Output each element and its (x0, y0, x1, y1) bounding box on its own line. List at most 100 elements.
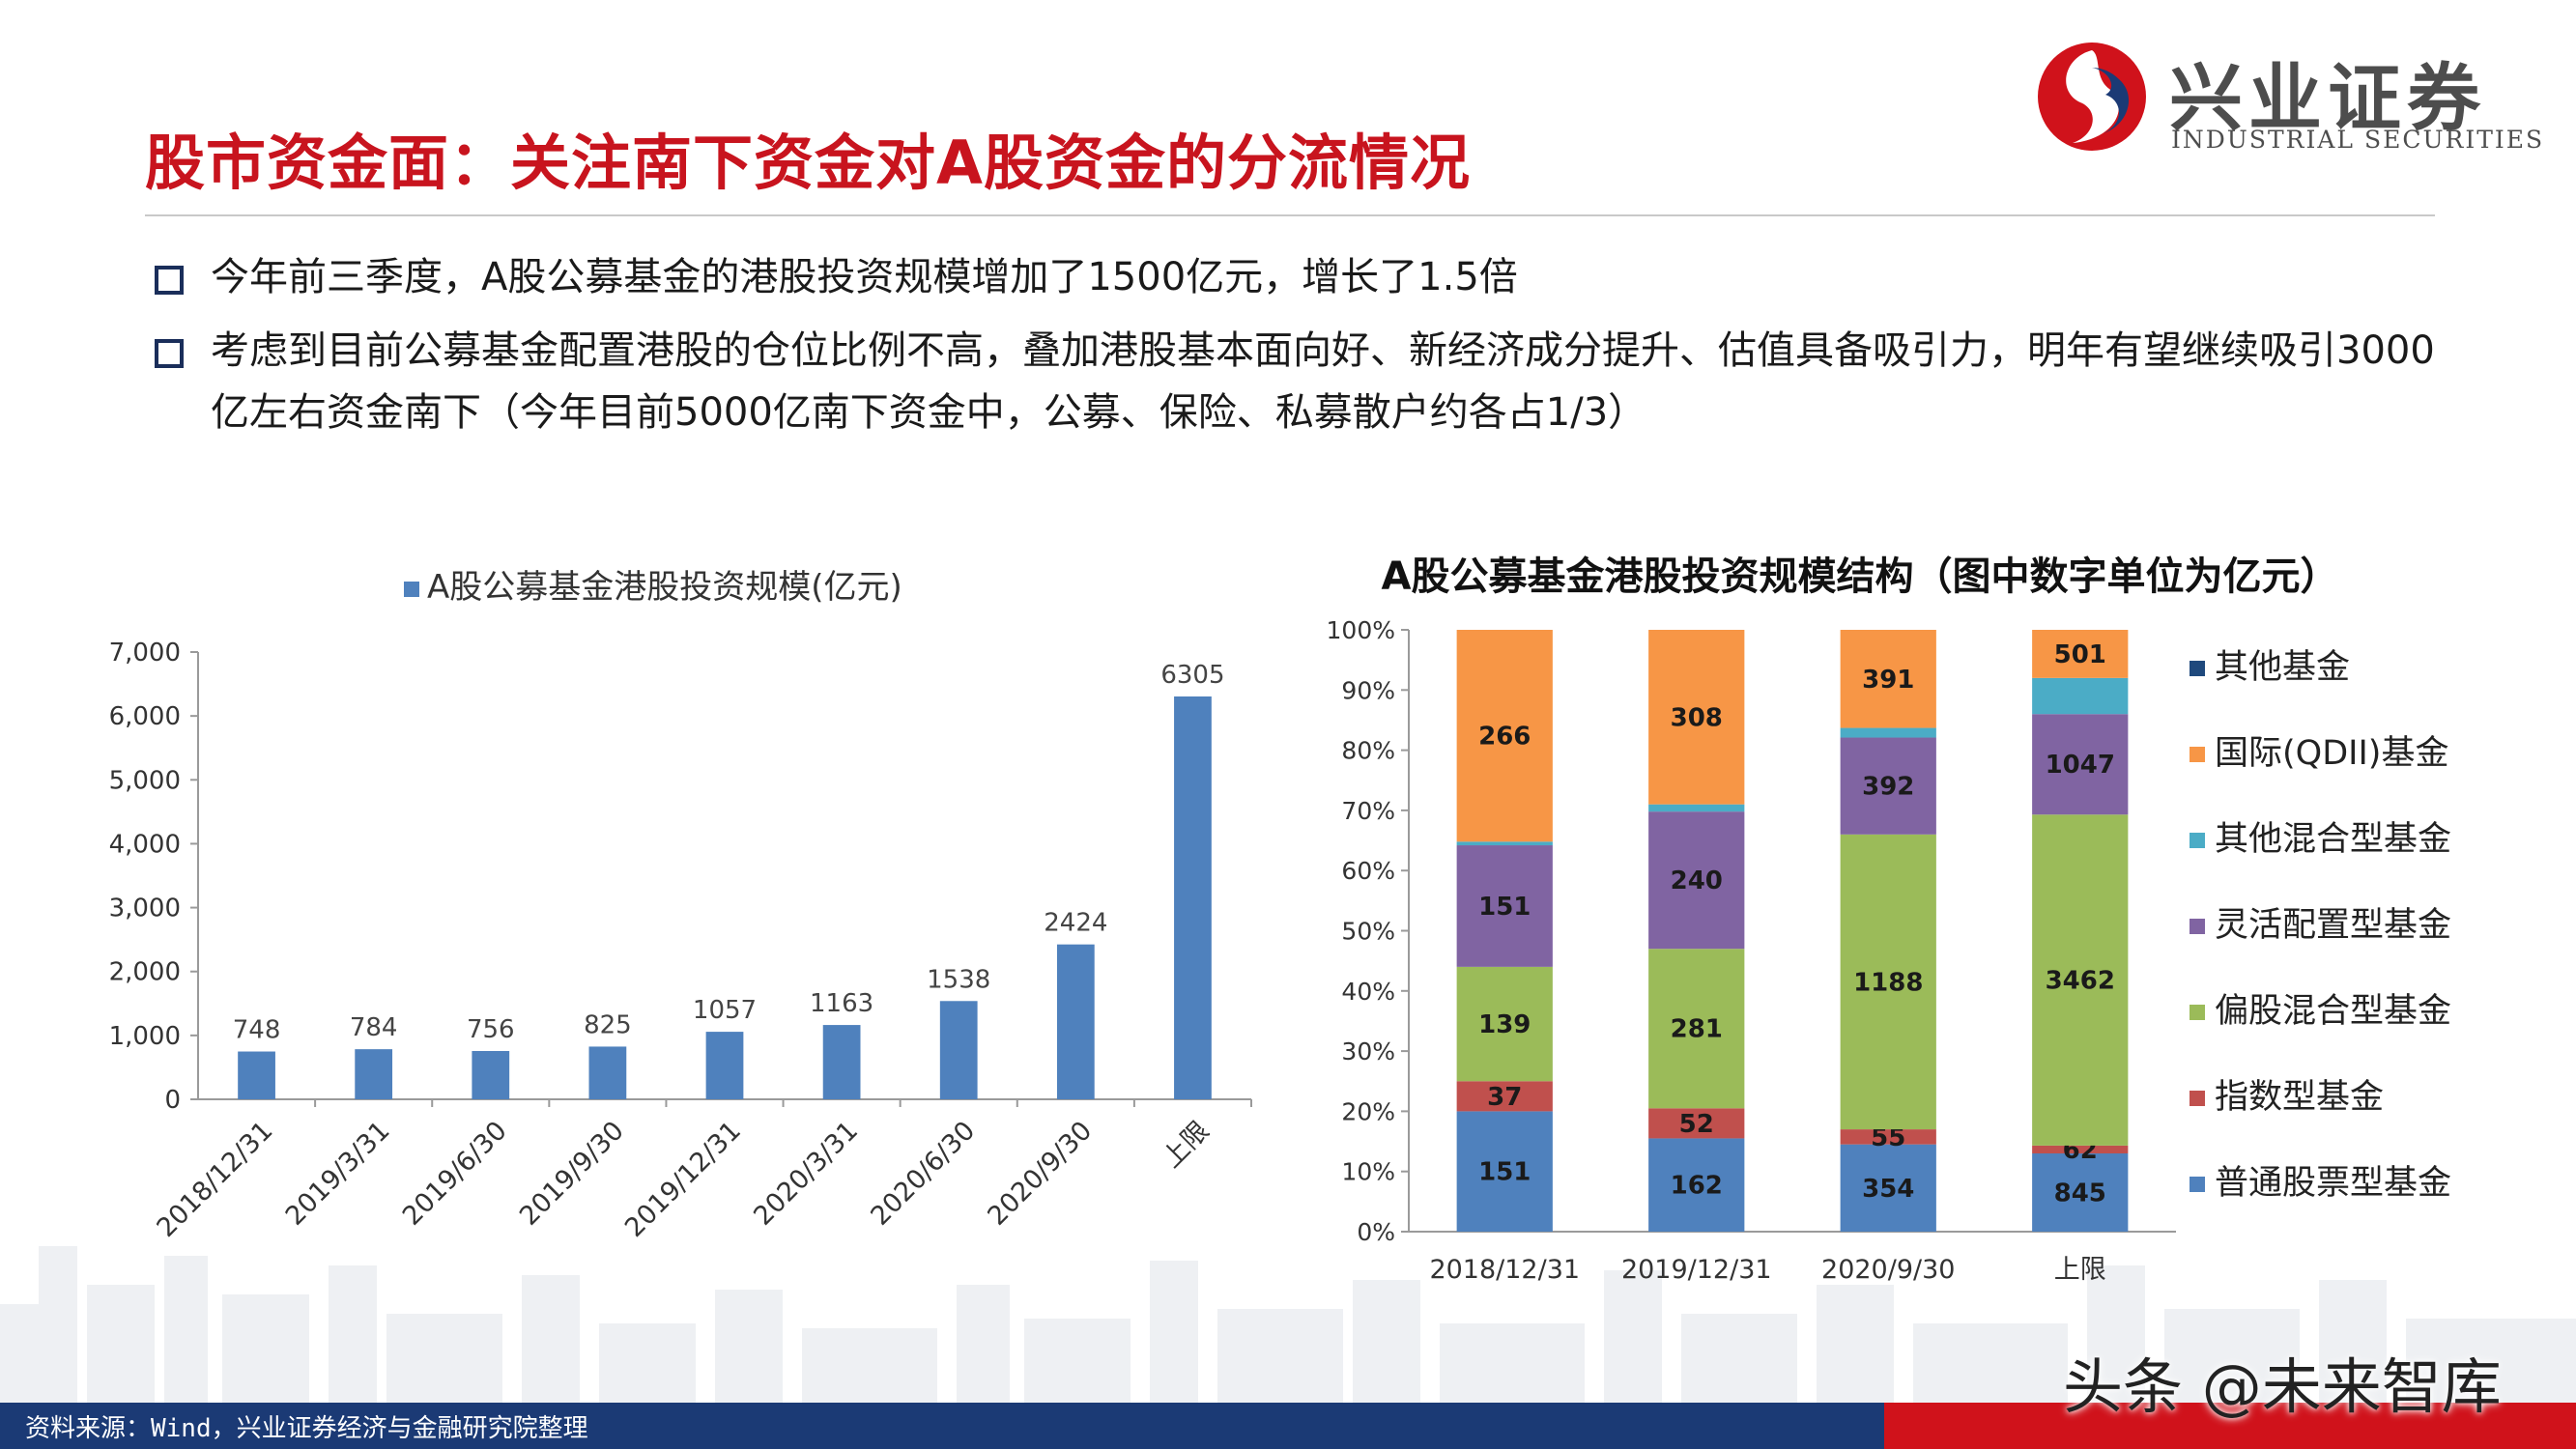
stacked-segment (1648, 1108, 1745, 1139)
data-label: 1047 (2046, 751, 2115, 780)
stacked-segment (1840, 1129, 1936, 1145)
y-tick-label: 50% (1341, 918, 1395, 946)
data-label: 756 (467, 1015, 515, 1044)
y-tick-label: 6,000 (109, 702, 181, 731)
data-label: 240 (1671, 867, 1723, 895)
y-tick-label: 1,000 (109, 1022, 181, 1051)
logo-text-en: INDUSTRIAL SECURITIES (2171, 126, 2545, 154)
bar (238, 1051, 275, 1099)
stacked-segment (1456, 1111, 1553, 1232)
legend: A股公募基金港股投资规模(亿元) (404, 568, 902, 607)
bar (355, 1049, 393, 1099)
x-tick-label: 2020/9/30 (1821, 1255, 1955, 1285)
data-label: 501 (2054, 640, 2106, 669)
x-tick-label: 上限 (2054, 1255, 2106, 1285)
data-label: 1538 (927, 965, 990, 994)
y-tick-label: 20% (1341, 1097, 1395, 1125)
legend-swatch (2190, 661, 2205, 676)
legend-label: A股公募基金港股投资规模(亿元) (427, 568, 902, 607)
stacked-chart-svg: A股公募基金港股投资规模结构（图中数字单位为亿元） 0% 10% 20% 30% 40% 5… (1327, 554, 2452, 1285)
legend-swatch (2190, 1177, 2205, 1192)
y-tick-label: 90% (1341, 676, 1395, 704)
stacked-segment (2032, 714, 2129, 815)
bar (939, 1001, 978, 1099)
data-label: 748 (233, 1016, 281, 1045)
skyline-decoration (0, 1246, 2576, 1406)
logo-text-cn: 兴业证券 (2169, 55, 2486, 141)
bullet-item: 考虑到目前公募基金配置港股的仓位比例不高，叠加港股基本面向好、新经济成分提升、估… (145, 320, 2445, 443)
data-label: 281 (1671, 1015, 1723, 1044)
watermark: 头条 @未来智库 (2063, 1351, 2502, 1422)
x-tick-label: 2020/9/30 (982, 1116, 1098, 1232)
stacked-segment (1840, 630, 1936, 728)
data-label: 6305 (1160, 661, 1224, 690)
stacked-segment (1840, 1144, 1936, 1232)
square-bullet-icon (155, 266, 184, 295)
data-label: 784 (350, 1013, 398, 1042)
stacked-segment (1840, 834, 1936, 1130)
legend-swatch (2190, 1091, 2205, 1106)
data-label: 151 (1478, 1158, 1531, 1187)
stacked-segment (2032, 630, 2129, 678)
y-tick-label: 7,000 (109, 639, 181, 668)
legend-label: 国际(QDII)基金 (2215, 734, 2448, 773)
stacked-segment (2032, 1145, 2129, 1154)
stacked-segment (1840, 727, 1936, 738)
y-tick-label: 5,000 (109, 766, 181, 795)
legend-label: 普通股票型基金 (2215, 1164, 2451, 1203)
bar-chart-svg: A股公募基金港股投资规模(亿元) 0 1,000 2,000 3,000 4,000 5,0… (109, 568, 1252, 1243)
stacked-segment (2032, 1153, 2129, 1232)
stacked-segment (1648, 804, 1745, 812)
source-note: 资料来源：Wind，兴业证券经济与金融研究院整理 (25, 1414, 588, 1443)
bullet-list: 今年前三季度，A股公募基金的港股投资规模增加了1500亿元，增长了1.5倍 考虑… (145, 246, 2445, 455)
stacked-chart-hk-stock-structure: A股公募基金港股投资规模结构（图中数字单位为亿元） 0% 10% 20% 30% 40% 5… (1295, 541, 2493, 1298)
stacked-segment (1456, 1081, 1553, 1112)
stacked-segment (1456, 630, 1553, 842)
stacked-segment (1648, 949, 1745, 1109)
x-tick-label: 2018/12/31 (1429, 1255, 1580, 1285)
bar (1056, 944, 1095, 1099)
bullet-text: 今年前三季度，A股公募基金的港股投资规模增加了1500亿元，增长了1.5倍 (211, 255, 1518, 299)
stacked-segment (2032, 677, 2129, 715)
y-tick-label: 0 (164, 1086, 181, 1115)
x-tick-label: 2020/3/31 (748, 1116, 864, 1232)
x-tick-label: 2019/12/31 (1621, 1255, 1772, 1285)
data-label: 845 (2054, 1179, 2106, 1208)
footer-bar-red (1884, 1403, 2576, 1449)
y-tick-label: 40% (1341, 978, 1395, 1006)
legend-label: 指数型基金 (2215, 1078, 2384, 1117)
data-label: 1188 (1853, 968, 1923, 997)
y-tick-label: 30% (1341, 1037, 1395, 1065)
data-label: 1163 (810, 989, 873, 1018)
stacked-segment (1648, 630, 1745, 805)
x-tick-label: 2019/3/31 (280, 1116, 396, 1232)
y-tick-label: 80% (1341, 737, 1395, 765)
bullet-text: 考虑到目前公募基金配置港股的仓位比例不高，叠加港股基本面向好、新经济成分提升、估… (211, 328, 2435, 435)
y-tick-label: 100% (1327, 616, 1395, 644)
legend-label: 偏股混合型基金 (2215, 992, 2451, 1031)
x-tick-label: 上限 (1157, 1116, 1215, 1174)
x-tick-label: 2018/12/31 (152, 1116, 279, 1243)
x-tick-label: 2020/6/30 (865, 1116, 981, 1232)
bar (822, 1025, 861, 1099)
title-divider (145, 214, 2435, 216)
logo-emblem-icon (2038, 43, 2146, 151)
legend-label: 其他基金 (2215, 648, 2350, 687)
x-tick-label: 2019/12/31 (619, 1116, 747, 1243)
x-tick-label: 2019/6/30 (397, 1116, 513, 1232)
bar (1174, 696, 1212, 1099)
data-label: 308 (1671, 703, 1723, 732)
y-tick-label: 10% (1341, 1158, 1395, 1186)
square-bullet-icon (155, 339, 184, 368)
legend-swatch (2190, 1005, 2205, 1020)
y-tick-label: 70% (1341, 797, 1395, 825)
data-label: 266 (1478, 723, 1531, 752)
x-tick-label: 2019/9/30 (514, 1116, 630, 1232)
stacked-segment (1456, 845, 1553, 967)
footer-bar-blue (0, 1403, 1884, 1449)
legend-label: 其他混合型基金 (2215, 820, 2451, 859)
legend-swatch (2190, 747, 2205, 762)
data-label: 1057 (693, 996, 757, 1025)
bullet-item: 今年前三季度，A股公募基金的港股投资规模增加了1500亿元，增长了1.5倍 (145, 246, 2445, 308)
stacked-segment (1456, 966, 1553, 1082)
